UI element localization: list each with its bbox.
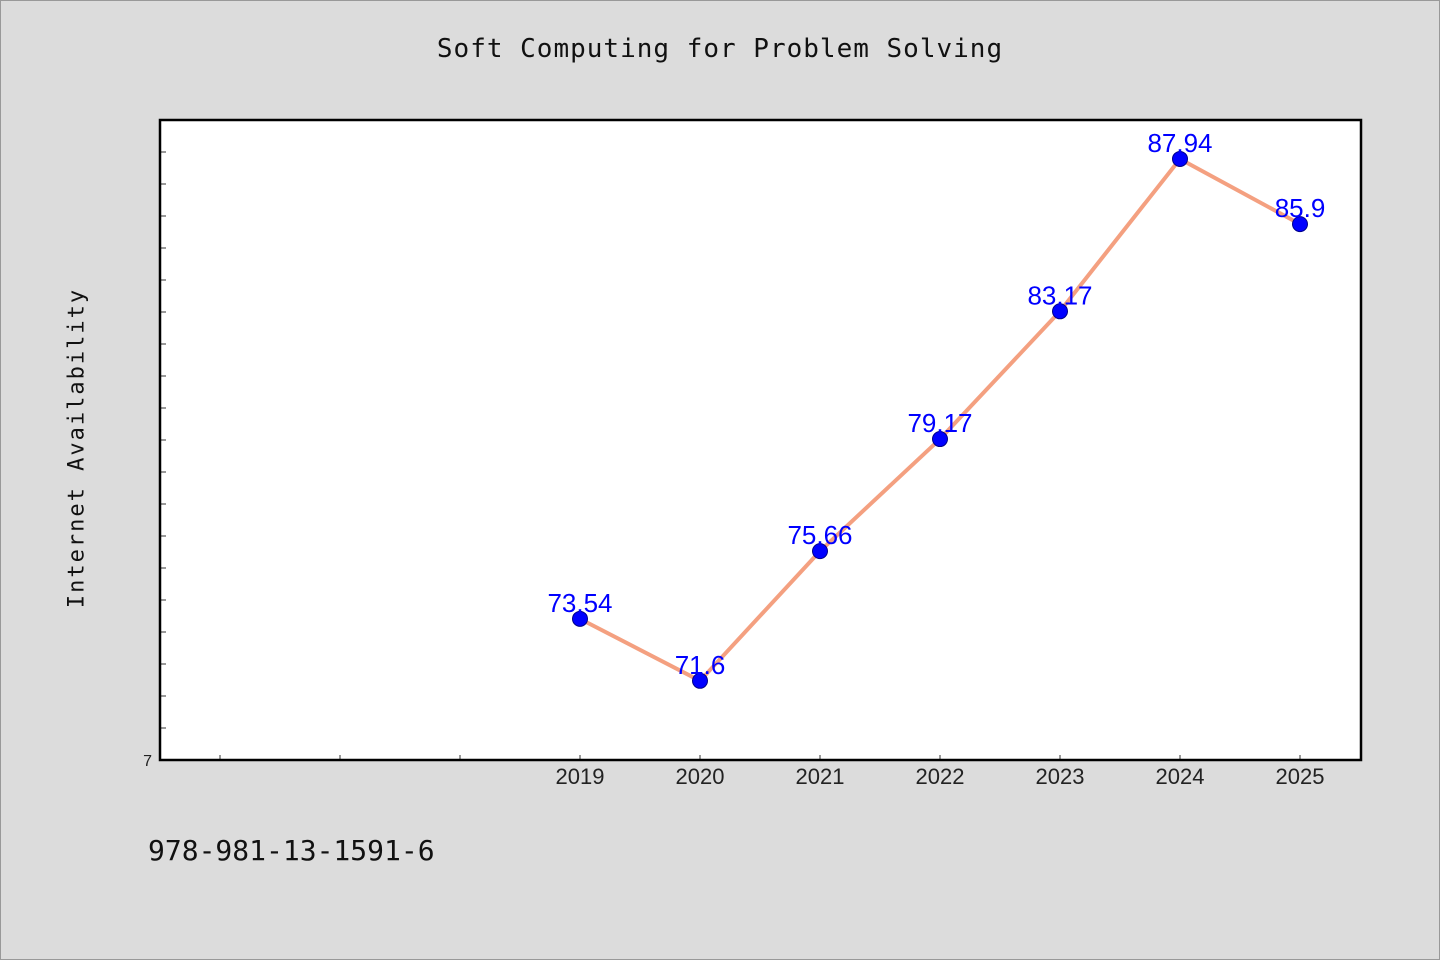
x-tick-label: 2021 — [796, 764, 845, 789]
plot-area — [160, 120, 1361, 760]
data-point — [812, 543, 828, 560]
data-label: 85.9 — [1275, 193, 1326, 223]
x-tick-label: 2019 — [556, 764, 605, 789]
chart-title: Soft Computing for Problem Solving — [436, 34, 1004, 64]
data-label: 73.54 — [547, 588, 612, 618]
data-point — [1292, 216, 1308, 233]
x-tick-label: 2022 — [916, 764, 965, 789]
x-tick-label: 2025 — [1276, 764, 1325, 789]
x-tick-label: 2024 — [1156, 764, 1205, 789]
data-point — [1052, 303, 1068, 320]
x-tick-label: 2023 — [1036, 764, 1085, 789]
isbn-text: 978-981-13-1591-6 — [148, 834, 435, 867]
data-point — [932, 431, 948, 448]
data-label: 79.17 — [907, 408, 972, 438]
data-label: 83.17 — [1027, 280, 1092, 310]
plot-border — [158, 118, 1363, 762]
y-tick-label: 7 — [143, 753, 152, 770]
data-point — [1172, 150, 1188, 167]
data-label: 75.66 — [787, 520, 852, 550]
data-point — [572, 610, 588, 627]
x-tick-label: 2020 — [676, 764, 725, 789]
data-label: 71.6 — [675, 650, 726, 680]
data-label: 87.94 — [1147, 128, 1212, 158]
data-point — [692, 672, 708, 689]
